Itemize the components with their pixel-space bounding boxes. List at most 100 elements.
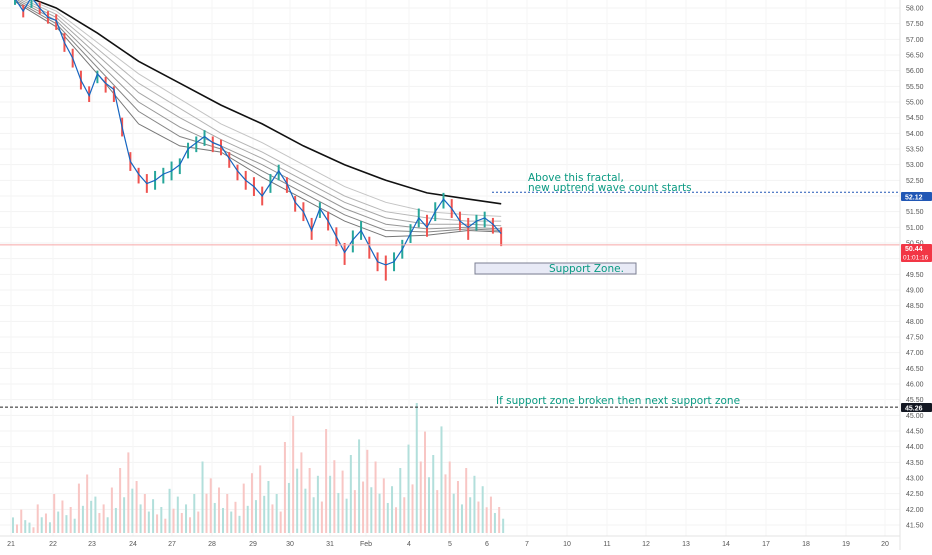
x-tick-label: 19 — [842, 541, 850, 548]
volume-bar — [12, 517, 14, 533]
volume-bar — [114, 507, 117, 533]
volume-bar — [391, 486, 394, 533]
x-tick-label: 20 — [881, 541, 889, 548]
volume-bar — [250, 473, 253, 533]
volume-bar — [382, 478, 385, 533]
next-support-note: If support zone broken then next support… — [496, 395, 740, 407]
x-tick-label: 13 — [682, 541, 690, 548]
x-tick-label: 5 — [448, 541, 452, 548]
volume-bar — [90, 500, 93, 533]
price-tags: 52.12 50.44 01:01:16 45.26 — [901, 192, 932, 412]
y-tick-label: 55.00 — [906, 100, 924, 107]
volume-bar — [213, 502, 216, 533]
x-tick-label: 7 — [525, 541, 529, 548]
volume-bar — [349, 455, 352, 533]
volume-bar — [366, 449, 369, 533]
y-tick-label: 55.50 — [906, 84, 924, 91]
volume-bar — [110, 487, 113, 533]
annotations: Above this fractal, new uptrend wave cou… — [474, 172, 740, 407]
volume-bar — [329, 475, 332, 533]
y-tick-label: 44.50 — [906, 429, 924, 436]
support-zone-box[interactable] — [474, 262, 637, 275]
x-tick-label: 18 — [802, 541, 810, 548]
volume-bar — [102, 504, 105, 533]
volume-bar — [312, 497, 315, 533]
volume-bar — [218, 487, 220, 533]
volume-bar — [123, 497, 126, 533]
volume-bar — [263, 495, 266, 533]
volume-bar — [168, 488, 171, 533]
volume-bar — [403, 497, 406, 533]
volume-bar — [164, 518, 167, 533]
moving-average-ribbon — [14, 0, 502, 238]
x-tick-label: 31 — [326, 541, 334, 548]
volume-bar — [193, 494, 196, 533]
volume-bar — [345, 498, 348, 533]
volume-bar — [131, 488, 134, 533]
y-tick-label: 54.00 — [906, 131, 924, 138]
volume-bar — [226, 494, 229, 533]
y-tick-label: 53.50 — [906, 147, 924, 154]
volume-bar — [209, 478, 212, 533]
price-line-layer — [15, 0, 502, 266]
support-zone-label: Support Zone. — [549, 263, 624, 275]
volume-bar — [333, 460, 336, 533]
price-axis[interactable]: 58.00 57.50 57.00 56.50 56.00 55.50 55.00 54.50… — [899, 0, 924, 550]
volume-bar — [98, 512, 101, 533]
x-tick-label: 30 — [286, 541, 294, 548]
volume-bar — [370, 487, 373, 533]
fractal-price-tag: 52.12 — [901, 192, 932, 201]
fractal-note-line-1: Above this fractal, — [528, 172, 624, 184]
volume-bar — [465, 468, 468, 533]
volume-bar — [147, 511, 150, 533]
volume-bar — [477, 501, 480, 533]
volume-bar — [73, 518, 76, 533]
bar-countdown-text: 01:01:16 — [903, 255, 929, 262]
volume-bar — [448, 461, 451, 533]
volume-bar — [53, 494, 56, 533]
x-tick-label: 6 — [485, 541, 489, 548]
volume-bar — [20, 509, 23, 533]
volume-bar — [86, 474, 89, 533]
y-tick-label: 42.00 — [906, 507, 924, 514]
volume-bar — [456, 481, 459, 533]
y-tick-label: 58.00 — [906, 6, 924, 13]
volume-bar — [246, 505, 249, 533]
volume-bar — [287, 482, 290, 533]
y-tick-label: 49.50 — [906, 272, 924, 279]
volume-bar — [428, 477, 430, 533]
fractal-note-line-2: new uptrend wave count starts — [528, 182, 692, 194]
ribbon-ma-line — [28, 0, 502, 217]
y-tick-label: 45.50 — [906, 397, 924, 404]
volume-bar — [65, 515, 68, 533]
volume-bar — [440, 426, 443, 533]
volume-bar — [300, 452, 303, 533]
volume-bar — [485, 507, 488, 533]
y-tick-label: 57.00 — [906, 37, 924, 44]
y-tick-label: 49.00 — [906, 288, 924, 295]
volume-bar — [316, 475, 319, 533]
x-tick-label: 27 — [168, 541, 176, 548]
x-tick-label: 29 — [249, 541, 257, 548]
volume-bar — [16, 524, 18, 533]
y-tick-label: 41.50 — [906, 523, 924, 530]
volume-bar — [424, 431, 426, 533]
y-tick-label: 56.50 — [906, 53, 924, 60]
volume-bar — [127, 452, 130, 533]
volume-bar — [48, 522, 51, 533]
volume-bar — [32, 527, 35, 533]
x-tick-label: 22 — [49, 541, 57, 548]
volume-bar — [489, 496, 492, 533]
volume-bar — [44, 513, 47, 533]
volume-bar — [469, 497, 472, 533]
time-axis[interactable]: 21 22 23 24 27 28 29 30 31 Feb 4 5 6 7 10 11 12 13 14 17 18 1… — [0, 535, 900, 548]
volume-bar — [197, 511, 200, 533]
volume-bar — [395, 507, 398, 533]
volume-bar — [242, 483, 245, 533]
volume-bar — [320, 501, 323, 533]
y-tick-label: 48.50 — [906, 303, 924, 310]
volume-bars — [12, 403, 505, 533]
volume-bar — [432, 455, 435, 533]
volume-bar — [119, 468, 122, 533]
